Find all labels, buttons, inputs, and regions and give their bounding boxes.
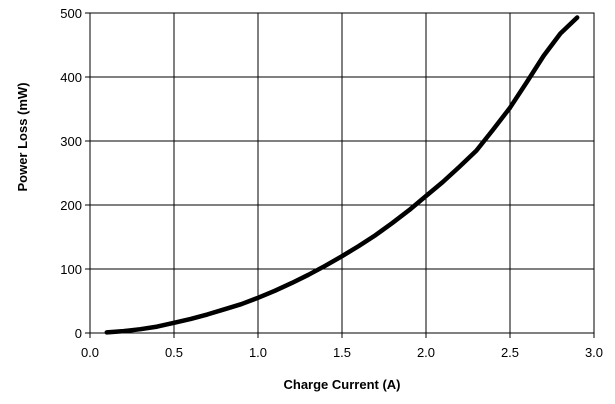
y-gridlines bbox=[85, 12, 594, 334]
series-group bbox=[104, 15, 580, 335]
x-tick-label: 2.5 bbox=[501, 345, 519, 360]
y-tick-labels: 0 100 200 300 400 500 bbox=[60, 6, 82, 341]
y-tick-label: 500 bbox=[60, 6, 82, 21]
series-line bbox=[104, 15, 580, 335]
y-tick-label: 100 bbox=[60, 262, 82, 277]
y-tick-label: 200 bbox=[60, 198, 82, 213]
y-tick-label: 400 bbox=[60, 70, 82, 85]
x-tick-labels: 0.0 0.5 1.0 1.5 2.0 2.5 3.0 bbox=[81, 345, 603, 360]
y-tick-label: 300 bbox=[60, 134, 82, 149]
x-tick-label: 1.0 bbox=[249, 345, 267, 360]
x-gridlines bbox=[89, 13, 595, 338]
x-tick-label: 0.0 bbox=[81, 345, 99, 360]
x-tick-label: 0.5 bbox=[165, 345, 183, 360]
x-axis-title: Charge Current (A) bbox=[283, 377, 400, 392]
x-tick-label: 1.5 bbox=[333, 345, 351, 360]
y-axis-title: Power Loss (mW) bbox=[15, 82, 30, 191]
x-tick-label: 3.0 bbox=[585, 345, 603, 360]
y-tick-label: 0 bbox=[75, 326, 82, 341]
x-tick-label: 2.0 bbox=[417, 345, 435, 360]
